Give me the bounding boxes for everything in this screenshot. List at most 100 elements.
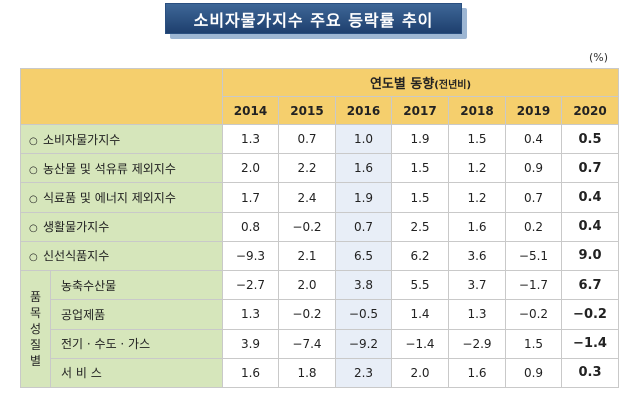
value-cell: 2.0 [222,153,279,184]
value-cell: 0.9 [505,153,562,184]
bullet-icon: ○ [29,164,38,176]
year-header-2020: 2020 [560,96,620,125]
value-cell: 3.8 [335,270,392,301]
value-cell: 1.2 [448,153,506,184]
value-cell: 0.8 [222,211,279,242]
value-cell: 3.9 [222,328,279,359]
value-cell: 6.7 [560,270,620,301]
group-label-char: 품 [29,290,42,305]
bullet-icon: ○ [29,135,38,147]
value-cell: 1.0 [335,123,392,155]
value-cell: 1.2 [448,182,506,213]
unit-label: (%) [588,51,608,64]
group-label-char: 목 [29,306,42,321]
value-cell: 0.7 [335,211,392,242]
value-cell: 1.4 [391,299,449,330]
value-cell: 6.2 [391,240,449,272]
value-cell: 0.3 [560,357,620,389]
value-cell: 0.7 [560,153,620,184]
value-cell: 2.5 [391,211,449,242]
value-cell: 2.2 [278,153,336,184]
value-cell: −1.4 [560,328,620,359]
year-header-2016: 2016 [335,96,392,125]
value-cell: −9.3 [222,240,279,272]
sub-row-label: 농축수산물 [50,270,223,301]
row-label: ○ 소비자물가지수 [20,123,223,155]
header-main-sub: (전년비) [434,80,472,91]
value-cell: 1.3 [222,299,279,330]
year-header-2018: 2018 [448,96,506,125]
title-banner: 소비자물가지수 주요 등락률 추이 [165,3,467,39]
page-title: 소비자물가지수 주요 등락률 추이 [165,3,462,34]
value-cell: 1.9 [391,123,449,155]
row-label: ○ 농산물 및 석유류 제외지수 [20,153,223,184]
value-cell: 1.5 [505,328,562,359]
value-cell: 1.5 [448,123,506,155]
table-row: ○ 식료품 및 에너지 제외지수 1.7 2.4 1.9 1.5 1.2 0.7 0.4 [20,182,620,213]
value-cell: 1.6 [448,211,506,242]
value-cell: 1.6 [335,153,392,184]
header-main-label: 연도별 동향 [369,77,435,92]
sub-row-label: 서 비 스 [50,357,223,389]
value-cell: 1.7 [222,182,279,213]
value-cell: −9.2 [335,328,392,359]
value-cell: 0.7 [278,123,336,155]
row-label: ○ 생활물가지수 [20,211,223,242]
bullet-icon: ○ [29,194,38,206]
table-row: ○ 신선식품지수 −9.3 2.1 6.5 6.2 3.6 −5.1 9.0 [20,240,620,272]
table-row: 전기 · 수도 · 가스 3.9 −7.4 −9.2 −1.4 −2.9 1.5 −1.4 [21,328,620,359]
table-row: 품 목 성 질 별 농축수산물 −2.7 2.0 3.8 5.5 3.7 −1.7 6.7 [20,270,620,388]
value-cell: 1.9 [335,182,392,213]
row-label-text: 소비자물가지수 [43,132,121,147]
value-cell: 9.0 [560,240,620,272]
cpi-table: 연도별 동향(전년비) 2014 2015 2016 2017 2018 2019 2020… [20,68,620,389]
value-cell: −0.2 [560,299,620,330]
value-cell: 0.7 [505,182,562,213]
value-cell: −0.2 [505,299,562,330]
table-row: 공업제품 1.3 −0.2 −0.5 1.4 1.3 −0.2 −0.2 [21,299,620,330]
value-cell: 1.5 [391,153,449,184]
value-cell: −0.2 [278,211,336,242]
value-cell: 1.3 [448,299,506,330]
row-label-text: 식료품 및 에너지 제외지수 [43,191,176,206]
table-row: 서 비 스 1.6 1.8 2.3 2.0 1.6 0.9 0.3 [21,357,620,389]
group-label-char: 별 [29,354,42,369]
value-cell: 1.6 [448,357,506,389]
value-cell: 3.7 [448,270,506,301]
value-cell: 0.4 [560,182,620,213]
value-cell: 3.6 [448,240,506,272]
value-cell: −5.1 [505,240,562,272]
value-cell: 0.4 [560,211,620,242]
value-cell: 1.8 [278,357,336,389]
bullet-icon: ○ [29,252,38,264]
year-header-2015: 2015 [278,96,336,125]
value-cell: 2.3 [335,357,392,389]
row-label-text: 생활물가지수 [43,220,110,235]
value-cell: 0.5 [560,123,620,155]
row-label-text: 신선식품지수 [43,249,110,264]
value-cell: 0.9 [505,357,562,389]
row-label-text: 농산물 및 석유류 제외지수 [43,161,176,176]
row-label: ○ 신선식품지수 [20,240,223,272]
header-corner [20,68,223,125]
value-cell: 0.2 [505,211,562,242]
value-cell: 2.1 [278,240,336,272]
bullet-icon: ○ [29,223,38,235]
header-main: 연도별 동향(전년비) [221,68,620,97]
value-cell: 5.5 [391,270,449,301]
year-header-2017: 2017 [391,96,449,125]
value-cell: 2.4 [278,182,336,213]
value-cell: −0.5 [335,299,392,330]
value-cell: −1.4 [391,328,449,359]
value-cell: −2.7 [222,270,279,301]
sub-row-label: 공업제품 [50,299,223,330]
group-label-char: 성 [29,322,42,337]
value-cell: −2.9 [448,328,506,359]
value-cell: 2.0 [391,357,449,389]
row-label: ○ 식료품 및 에너지 제외지수 [20,182,223,213]
value-cell: 6.5 [335,240,392,272]
table-row: ○ 생활물가지수 0.8 −0.2 0.7 2.5 1.6 0.2 0.4 [20,211,620,242]
value-cell: 1.5 [391,182,449,213]
value-cell: −7.4 [278,328,336,359]
